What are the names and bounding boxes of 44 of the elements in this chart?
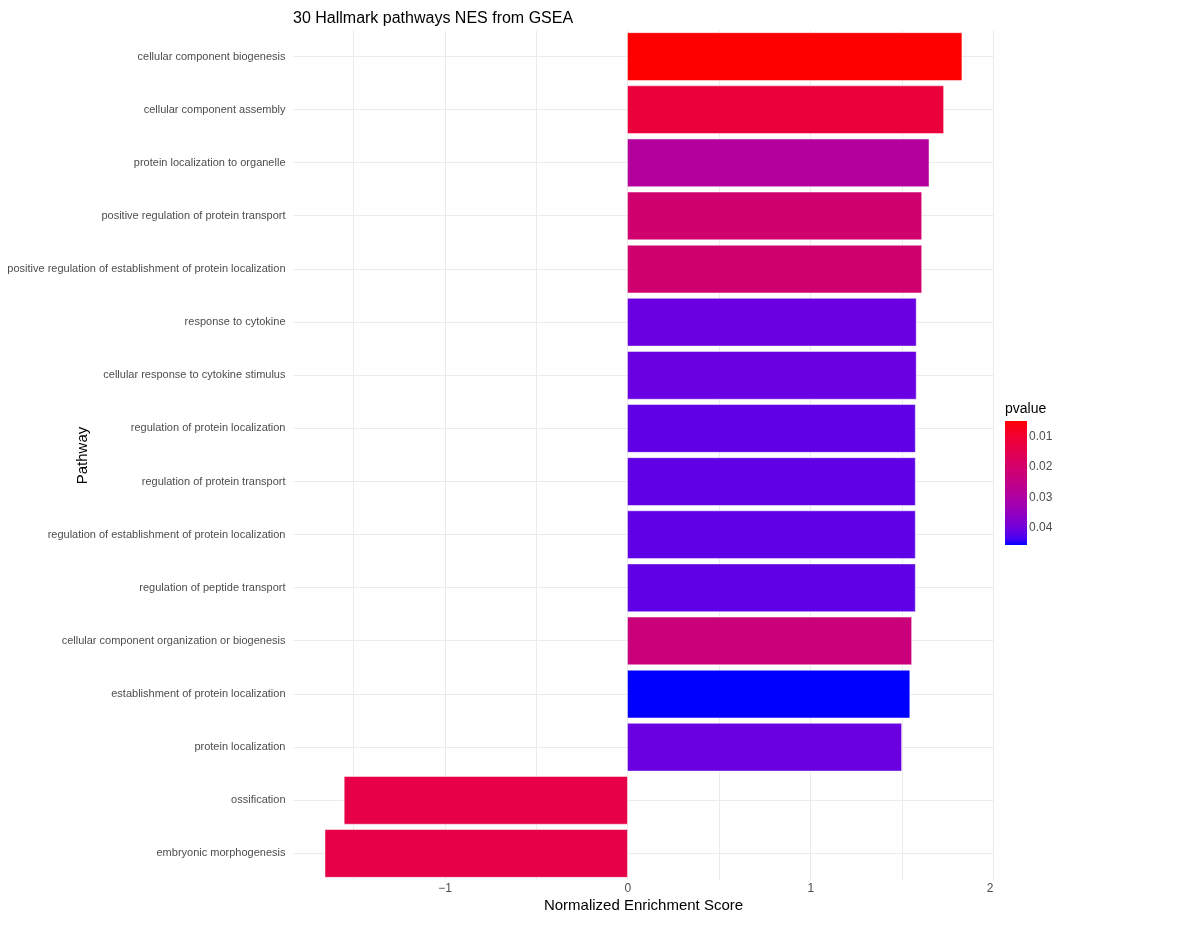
bar [627, 32, 963, 81]
y-tick-label: protein localization to organelle [133, 155, 286, 168]
bar [627, 298, 917, 347]
color-bar-label: 0.03 [1029, 489, 1053, 504]
bar [627, 616, 912, 666]
x-tick-label: 1 [807, 880, 815, 895]
y-tick-label: regulation of protein localization [130, 421, 286, 434]
color-bar-label: 0.02 [1029, 459, 1053, 474]
x-tick-label: −1 [438, 880, 453, 895]
bar [627, 669, 911, 719]
y-tick-label: positive regulation of protein transport [101, 208, 286, 221]
bar [324, 829, 628, 878]
color-bar-label: 0.01 [1029, 429, 1053, 444]
y-tick-label: response to cytokine [184, 315, 286, 328]
bar [627, 138, 930, 187]
bar [627, 191, 922, 241]
chart-title: 30 Hallmark pathways NES from GSEA [293, 9, 574, 26]
x-axis-title: Normalized Enrichment Score [543, 895, 744, 913]
y-tick-label: regulation of peptide transport [139, 580, 286, 593]
bar [627, 351, 917, 400]
y-tick-label: embryonic morphogenesis [156, 846, 286, 859]
bar [627, 563, 916, 612]
y-tick-label: regulation of establishment of protein localization [47, 527, 286, 540]
bar [627, 85, 944, 134]
bar [627, 244, 922, 294]
x-tick-label: 0 [624, 880, 632, 895]
y-tick-label: cellular response to cytokine stimulus [103, 368, 286, 381]
y-tick-label: positive regulation of establishment of protein localization [7, 262, 286, 275]
color-bar-label: 0.04 [1029, 519, 1053, 534]
bar [627, 723, 902, 772]
y-tick-label: ossification [231, 793, 286, 806]
bar [343, 776, 628, 825]
bar [627, 510, 916, 559]
bar [627, 457, 916, 506]
y-tick-label: cellular component biogenesis [137, 49, 286, 62]
y-tick-label: cellular component assembly [143, 102, 286, 115]
y-tick-label: regulation of protein transport [141, 474, 286, 487]
y-axis-title: Pathway [72, 426, 90, 485]
bar [627, 404, 916, 453]
y-tick-label: establishment of protein localization [111, 687, 286, 700]
y-tick-label: cellular component organization or biogenesis [61, 633, 286, 646]
x-tick-label: 2 [986, 880, 994, 895]
y-tick-label: protein localization [194, 740, 286, 753]
color-bar-title: pvalue [1005, 400, 1047, 416]
